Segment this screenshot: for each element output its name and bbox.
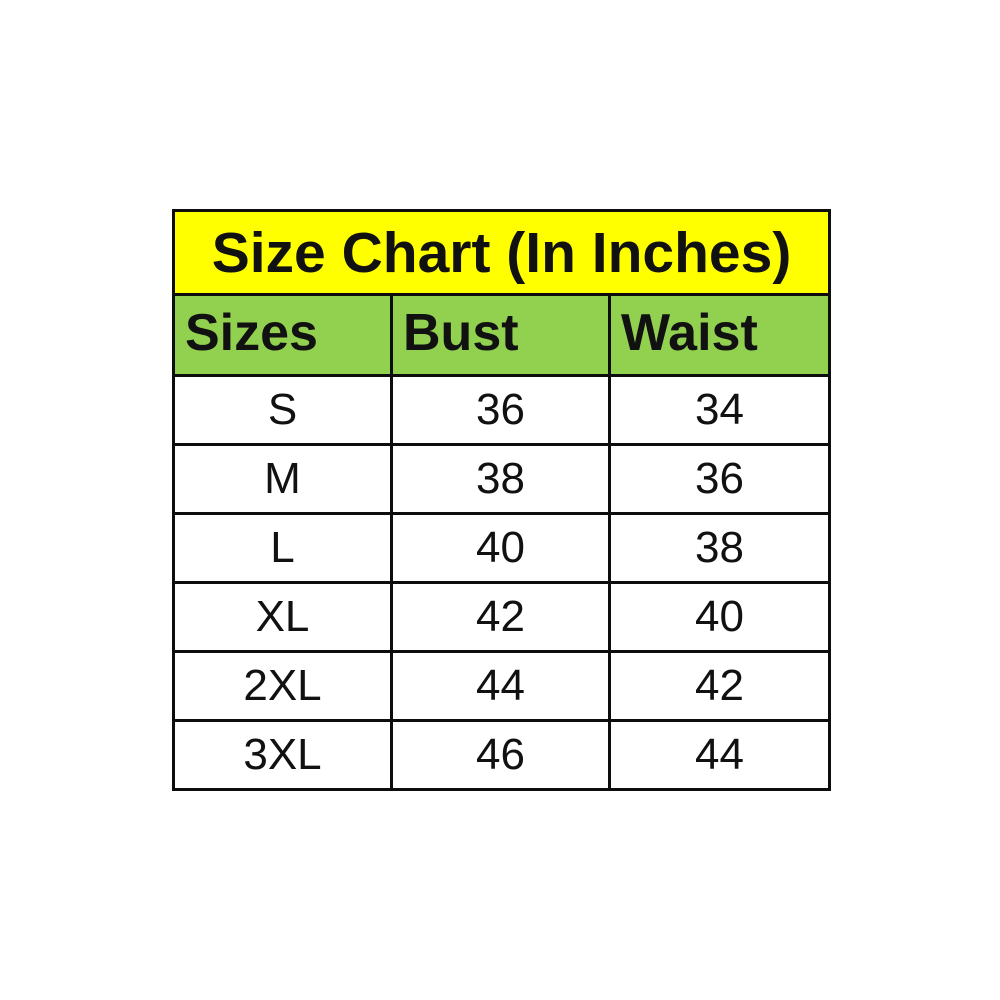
bust-value: 46 — [390, 719, 611, 791]
waist-value: 36 — [607, 443, 832, 515]
bust-value: 36 — [390, 374, 611, 446]
size-value: S — [172, 374, 393, 446]
column-header-bust: Bust — [390, 293, 611, 377]
table-row-2xl: 2XL 44 42 — [172, 650, 832, 722]
size-value: 2XL — [172, 650, 393, 722]
table-row-l: L 40 38 — [172, 512, 832, 584]
table-row-s: S 36 34 — [172, 374, 832, 446]
chart-title: Size Chart (In Inches) — [171, 209, 832, 296]
waist-value: 42 — [607, 650, 832, 722]
waist-value: 38 — [607, 512, 832, 584]
waist-value: 40 — [607, 581, 832, 653]
size-value: L — [172, 512, 393, 584]
bust-value: 40 — [390, 512, 611, 584]
column-header-waist: Waist — [607, 293, 832, 377]
waist-value: 34 — [607, 374, 832, 446]
bust-value: 38 — [390, 443, 611, 515]
title-row: Size Chart (In Inches) — [171, 209, 832, 296]
bust-value: 42 — [390, 581, 611, 653]
waist-value: 44 — [607, 719, 832, 791]
size-value: 3XL — [172, 719, 393, 791]
column-header-sizes: Sizes — [172, 293, 393, 377]
table-row-m: M 38 36 — [172, 443, 832, 515]
header-row: Sizes Bust Waist — [172, 293, 832, 377]
size-value: XL — [172, 581, 393, 653]
bust-value: 44 — [390, 650, 611, 722]
table-row-3xl: 3XL 46 44 — [172, 719, 832, 791]
size-chart-table: Size Chart (In Inches) Sizes Bust Waist … — [171, 209, 832, 791]
table-row-xl: XL 42 40 — [172, 581, 832, 653]
size-value: M — [172, 443, 393, 515]
